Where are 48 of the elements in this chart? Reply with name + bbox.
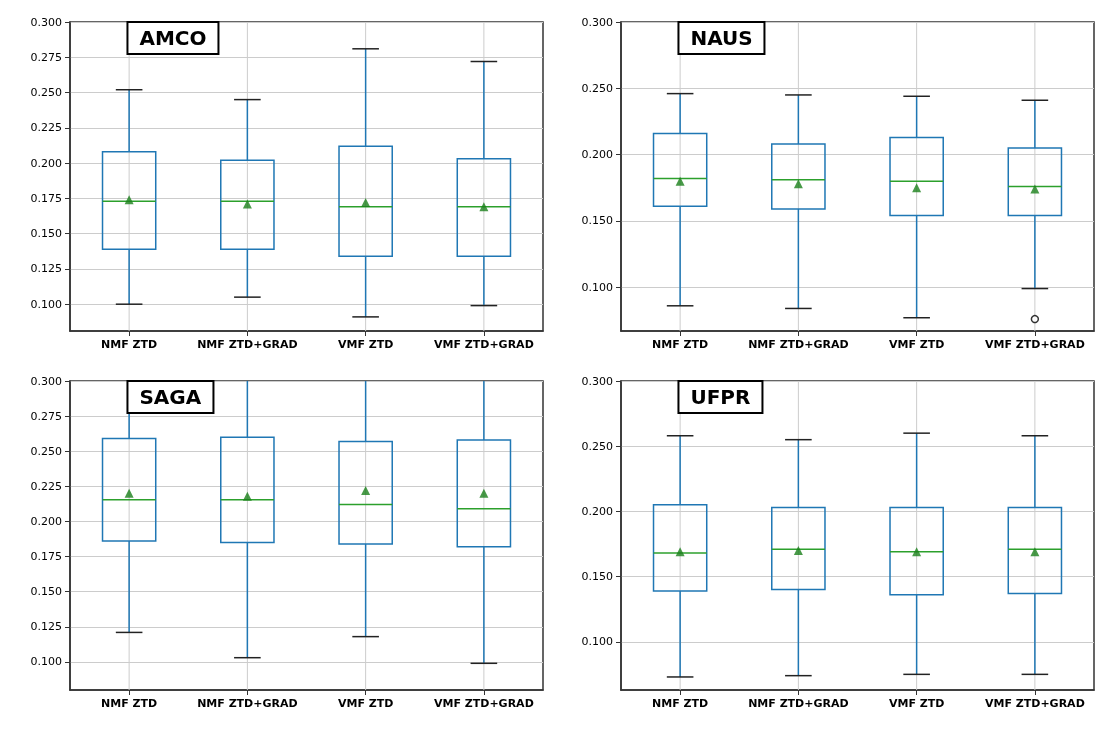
y-tick-label: 0.275 xyxy=(30,50,62,64)
y-tick-label: 0.100 xyxy=(30,297,62,311)
x-tick-label: NMF ZTD xyxy=(101,697,158,710)
y-tick-label: 0.250 xyxy=(581,81,613,95)
y-tick-label: 0.200 xyxy=(581,504,613,518)
y-tick-label: 0.200 xyxy=(30,156,62,170)
y-tick-label: 0.125 xyxy=(30,262,62,276)
y-tick-label: 0.125 xyxy=(30,620,62,634)
x-tick-label: VMF ZTD xyxy=(888,697,945,710)
x-tick-label: NMF ZTD xyxy=(101,338,158,351)
y-tick-label: 0.150 xyxy=(581,214,613,228)
x-tick-label: NMF ZTD xyxy=(652,338,709,351)
y-tick-label: 0.200 xyxy=(581,148,613,162)
y-tick-label: 0.175 xyxy=(30,550,62,564)
y-tick-label: 0.300 xyxy=(581,374,613,388)
y-tick-label: 0.200 xyxy=(30,514,62,528)
y-tick-label: 0.100 xyxy=(581,635,613,649)
y-tick-label: 0.250 xyxy=(581,439,613,453)
chart-title: NAUS xyxy=(690,26,753,50)
y-tick-label: 0.300 xyxy=(30,374,62,388)
x-tick-label: VMF ZTD xyxy=(337,697,394,710)
y-tick-label: 0.150 xyxy=(30,227,62,241)
x-tick-label: NMF ZTD+GRAD xyxy=(748,338,849,351)
x-tick-label: VMF ZTD+GRAD xyxy=(984,338,1085,351)
chart-title: UFPR xyxy=(690,385,751,409)
x-tick-label: NMF ZTD+GRAD xyxy=(197,338,298,351)
x-tick-label: VMF ZTD xyxy=(337,338,394,351)
y-tick-label: 0.300 xyxy=(30,15,62,29)
x-tick-label: NMF ZTD+GRAD xyxy=(197,697,298,710)
x-tick-label: VMF ZTD xyxy=(888,338,945,351)
chart-title: AMCO xyxy=(139,26,207,50)
y-tick-label: 0.225 xyxy=(30,121,62,135)
y-tick-label: 0.175 xyxy=(30,191,62,205)
y-tick-label: 0.150 xyxy=(581,570,613,584)
x-tick-label: NMF ZTD xyxy=(652,697,709,710)
chart-title: SAGA xyxy=(139,385,202,409)
y-tick-label: 0.250 xyxy=(30,444,62,458)
y-tick-label: 0.100 xyxy=(30,655,62,669)
y-tick-label: 0.150 xyxy=(30,585,62,599)
y-tick-label: 0.100 xyxy=(581,280,613,294)
x-tick-label: VMF ZTD+GRAD xyxy=(433,338,534,351)
y-tick-label: 0.275 xyxy=(30,409,62,423)
y-tick-label: 0.250 xyxy=(30,86,62,100)
x-tick-label: VMF ZTD+GRAD xyxy=(433,697,534,710)
y-tick-label: 0.300 xyxy=(581,15,613,29)
x-tick-label: VMF ZTD+GRAD xyxy=(984,697,1085,710)
x-tick-label: NMF ZTD+GRAD xyxy=(748,697,849,710)
y-tick-label: 0.225 xyxy=(30,479,62,493)
